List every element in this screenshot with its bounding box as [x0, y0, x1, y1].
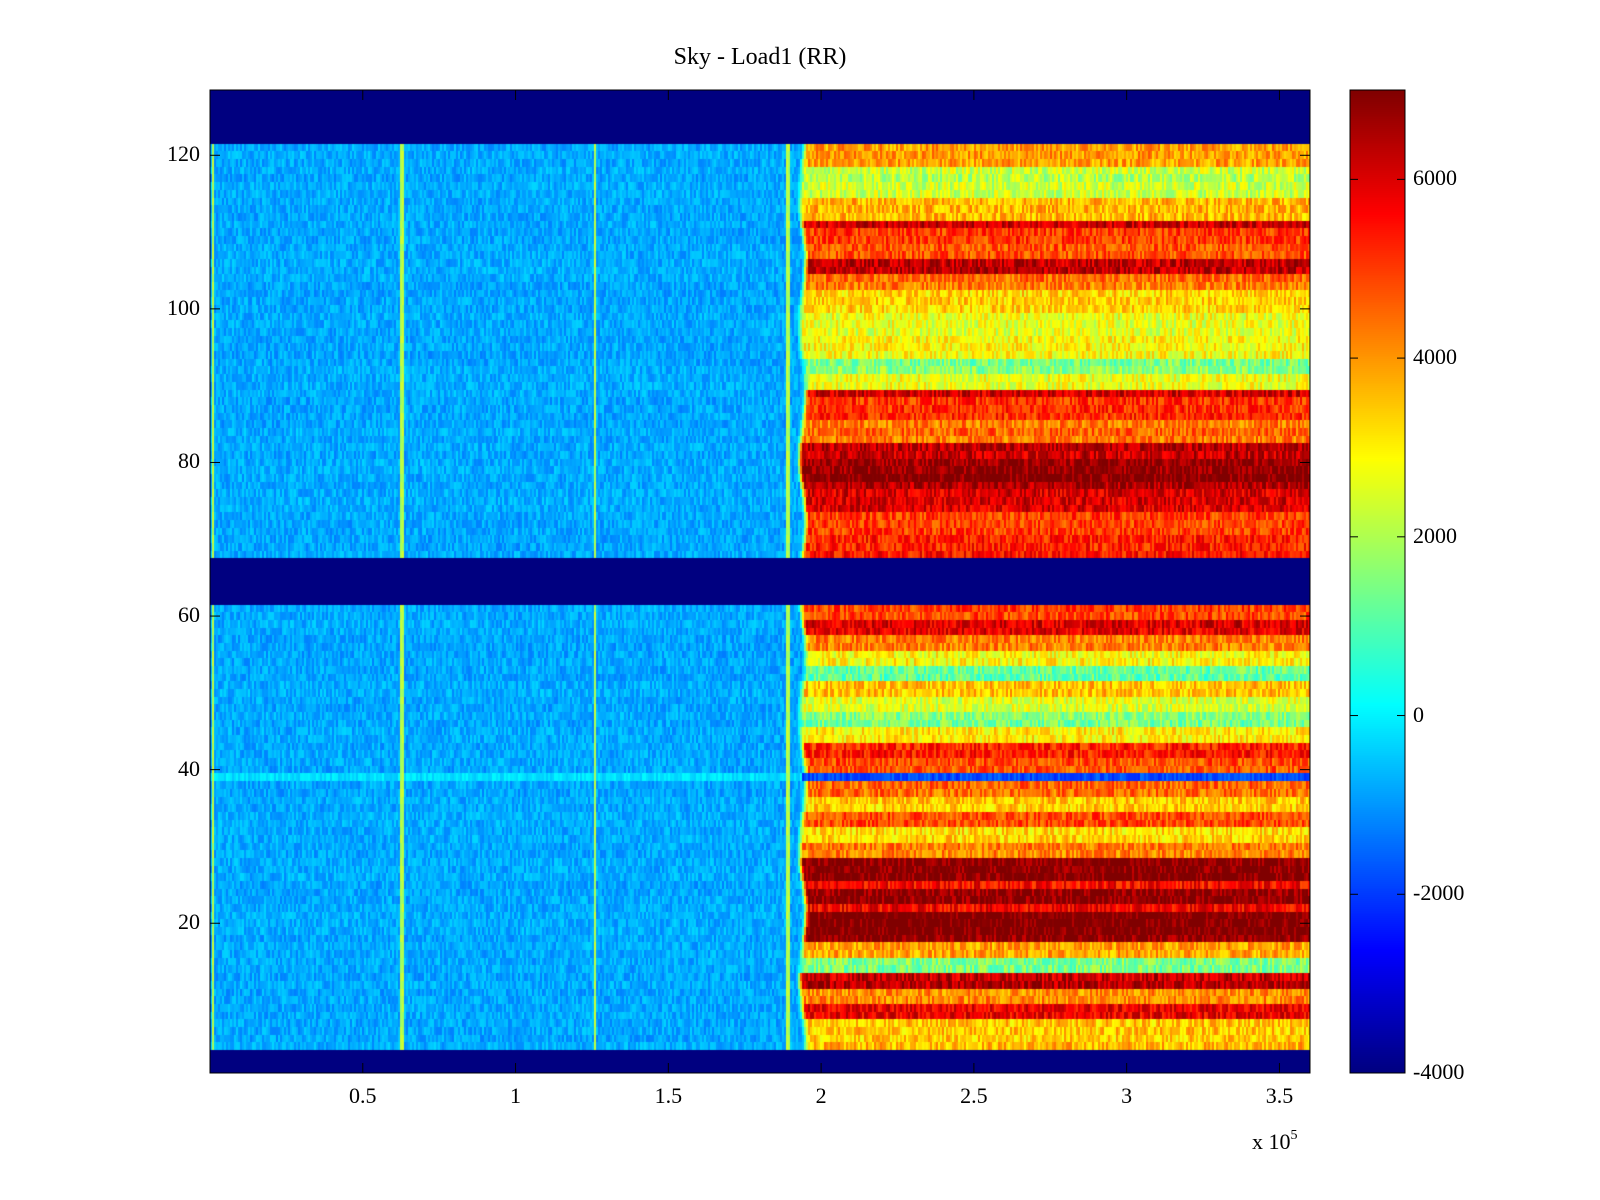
y-tick-label: 60 [178, 602, 200, 628]
x-tick-label: 2 [815, 1083, 827, 1108]
y-tick-label: 40 [178, 755, 200, 781]
x-tick-label: 3.5 [1265, 1083, 1294, 1108]
x-axis-scale-exponent: 5 [1290, 1128, 1298, 1143]
x-tick-label: 2.5 [960, 1083, 988, 1108]
x-axis-scale-label: x 105 [1252, 1128, 1298, 1155]
y-tick-label: 80 [178, 448, 200, 474]
y-tick-label: 120 [167, 141, 200, 167]
x-tick-label: 0.5 [349, 1083, 377, 1108]
colorbar-tick-label: 0 [1413, 701, 1424, 727]
y-tick-label: 100 [167, 294, 200, 320]
heatmap-plot-area [210, 90, 1310, 1073]
colorbar-frame [1349, 89, 1406, 1074]
y-tick-label: 20 [178, 909, 200, 935]
plot-frame [209, 89, 1311, 1074]
x-axis-scale-text: x 10 [1252, 1129, 1291, 1154]
chart-title: Sky - Load1 (RR) [673, 44, 847, 70]
x-tick-label: 3 [1121, 1083, 1133, 1108]
x-tick-label: 1.5 [654, 1083, 683, 1108]
colorbar-tick-label: -2000 [1413, 880, 1465, 906]
colorbar [1350, 90, 1405, 1073]
colorbar-tick-label: -4000 [1413, 1059, 1465, 1084]
x-tick-label: 1 [510, 1083, 522, 1108]
colorbar-tick-label: 2000 [1413, 522, 1457, 548]
colorbar-tick-label: 6000 [1413, 165, 1457, 191]
colorbar-tick-label: 4000 [1413, 344, 1457, 370]
